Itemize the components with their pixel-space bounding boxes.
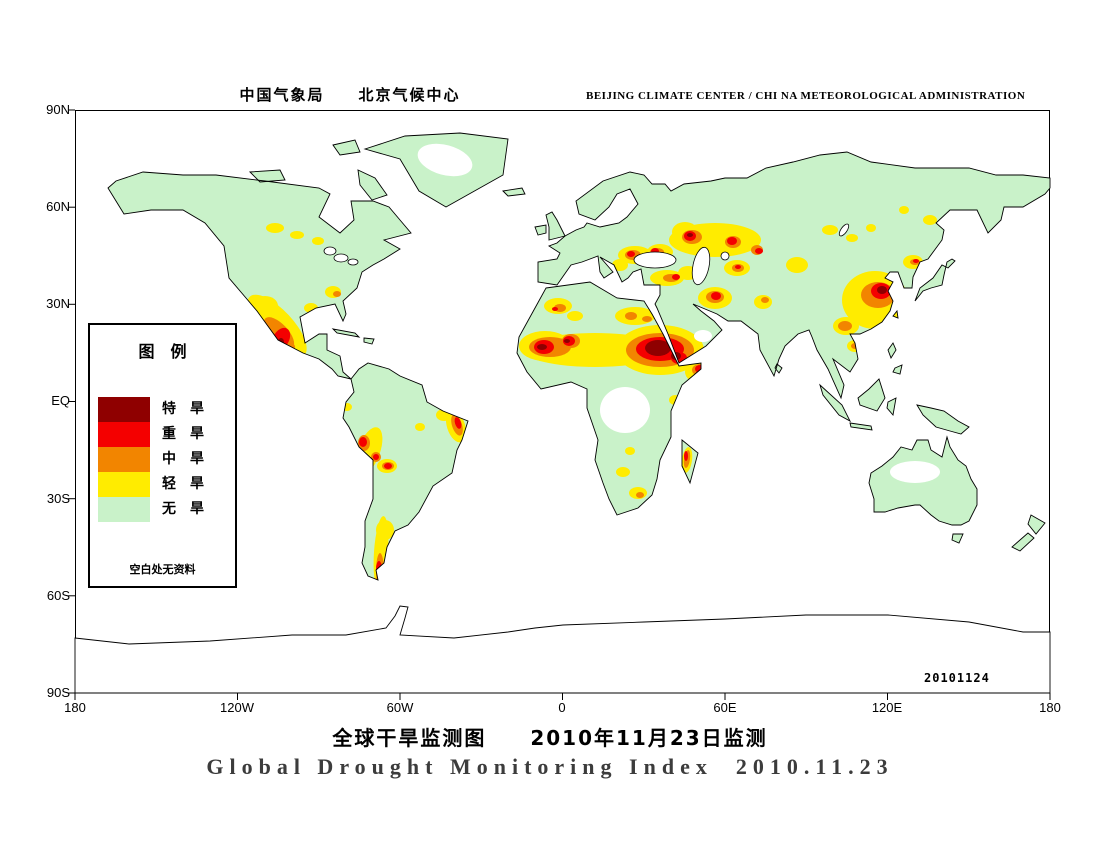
legend-label-light: 轻 旱 [162,476,204,492]
landmass-antarctica [74,605,1051,694]
legend-label-extreme: 特 旱 [162,401,204,417]
legend-swatch-moderate [98,447,150,472]
y-axis-tick-label: 30N [46,296,70,311]
landmass-mindanao [893,365,902,374]
landmass-new-guinea [917,405,969,434]
landmass-britain [546,212,565,240]
no-data-patches [417,143,940,483]
y-axis-tick-label: 90S [46,685,70,700]
header-title-cn: 中国气象局 北京气候中心 [239,86,461,104]
landmass-iceland [503,188,525,196]
legend-item-severe: 重 旱 [98,422,204,447]
legend-item-light: 轻 旱 [98,472,204,497]
landmass-victoria-island [250,170,285,182]
x-axis-tick-label: 120E [871,700,903,715]
legend-title: 图 例 [138,342,187,361]
y-axis-tick-label: EQ [51,393,70,408]
legend-label-severe: 重 旱 [162,426,204,442]
great-lake [347,258,359,266]
landmass-baffin-island [358,170,387,200]
x-axis-tick-label: 60E [713,700,737,715]
axis-ticks [68,109,1051,700]
legend-label-moderate: 中 旱 [162,451,204,467]
aral-sea [720,251,730,261]
legend-swatch-severe [98,422,150,447]
x-axis-tick-label: 120W [220,700,254,715]
landmass-sumatra [820,385,850,421]
map-datestamp: 20101124 [924,671,990,685]
caspian-sea [691,246,711,286]
legend-swatch-extreme [98,397,150,422]
legend-label-none: 无 旱 [162,501,204,517]
legend-box: 图 例 特 旱 重 旱 中 旱 轻 旱 无 旱 空白处无资料 [88,323,237,588]
legend-rows: 特 旱 重 旱 中 旱 轻 旱 无 旱 [98,397,204,522]
landmass-eurasia [538,152,1050,398]
landmass-borneo [858,379,885,411]
great-lake [333,253,349,263]
footer-title-en: Global Drought Monitoring Index 2010.11.… [206,754,894,779]
y-axis-tick-label: 60S [46,588,70,603]
legend-item-none: 无 旱 [98,497,204,522]
legend-item-extreme: 特 旱 [98,397,204,422]
footer-title-cn: 全球干旱监测图 2010年11月23日监测 [332,726,768,750]
inland-seas [323,223,850,286]
landmass-nz-south [1012,533,1034,551]
landmass-ireland [535,225,546,235]
x-axis-tick-label: 0 [558,700,566,715]
y-axis-tick-label: 60N [46,199,70,214]
landmass-java [850,423,872,430]
header-title-en: BEIJING CLIMATE CENTER / CHI NA METEOROL… [586,90,1026,102]
legend-swatch-none [98,497,150,522]
landmass-cuba [333,329,359,337]
landmass-north-america [108,172,411,379]
x-axis-tick-label: 180 [64,700,86,715]
x-axis-tick-label: 180 [1039,700,1061,715]
great-lake [323,246,337,256]
legend-swatch-light [98,472,150,497]
black-sea [633,251,677,269]
lake-baikal [838,223,850,237]
legend-item-moderate: 中 旱 [98,447,204,472]
legend-note: 空白处无资料 [129,563,196,576]
x-axis-tick-label: 60W [386,700,414,715]
world-map [68,109,1051,700]
y-axis-tick-label: 90N [46,102,70,117]
y-axis-tick-label: 30S [46,491,70,506]
